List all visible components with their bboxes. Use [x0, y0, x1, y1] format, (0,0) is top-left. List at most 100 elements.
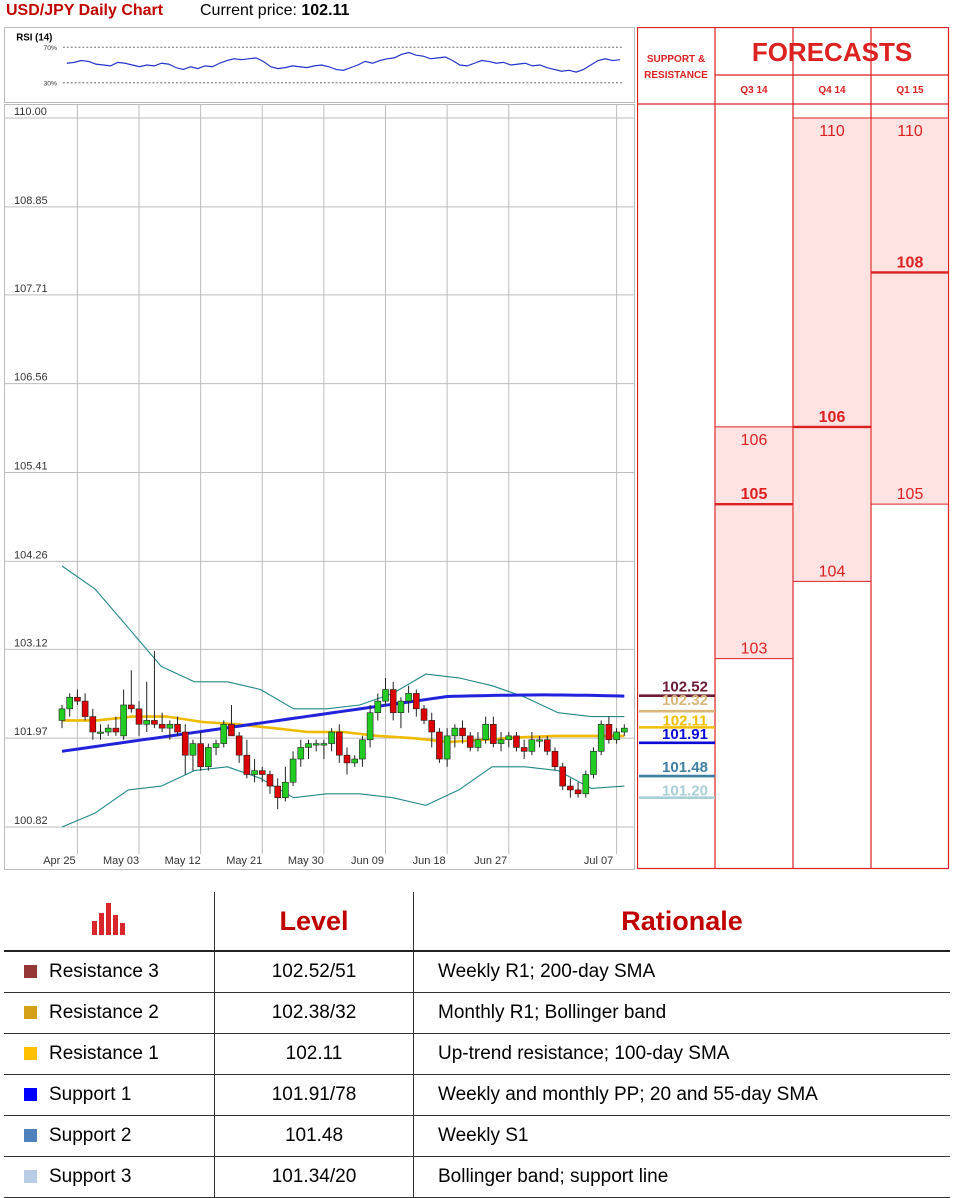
forecast-range [794, 118, 870, 582]
y-axis-tick: 108.85 [14, 195, 48, 207]
level-header: Level [214, 892, 414, 952]
forecast-low-label: 103 [741, 641, 768, 658]
candle-down [574, 789, 582, 795]
x-axis-tick: May 12 [165, 855, 201, 867]
levels-table: Level Rationale Resistance 3 102.52/51 Wee… [4, 892, 950, 1198]
bar-chart-icon-graphic [92, 902, 125, 935]
candle-down [258, 770, 266, 775]
candle-down [158, 723, 166, 729]
candle-up [374, 700, 382, 713]
forecast-range [872, 118, 948, 505]
bollinger-upper-line [61, 565, 625, 718]
candle-down [135, 708, 143, 725]
level-name: Support 3 [49, 1166, 132, 1187]
candle-up [482, 723, 489, 741]
candle-up [351, 758, 359, 764]
y-axis-tick: 105.41 [14, 461, 48, 473]
candle-down [605, 723, 613, 741]
forecast-panel: SUPPORT & RESISTANCE FORECASTS Q3 14 Q4 14 Q1… [637, 27, 950, 870]
candle-down [266, 774, 274, 787]
candle-down [559, 766, 566, 787]
candle-down [436, 731, 443, 760]
candle-down [335, 731, 343, 756]
x-axis-tick: May 21 [226, 855, 262, 867]
forecast-low-label: 105 [897, 486, 924, 503]
bar-chart-icon [4, 892, 215, 952]
level-name: Resistance 2 [49, 1002, 159, 1023]
candle-up [451, 727, 459, 737]
candle-up [166, 723, 174, 729]
y-axis-tick: 106.56 [14, 372, 48, 384]
sr-header: SUPPORT & [647, 54, 705, 65]
candle-up [297, 747, 305, 760]
sma-100-line [62, 715, 625, 744]
current-price-value: 102.11 [301, 2, 350, 19]
sr-level-label: 101.20 [662, 783, 708, 800]
candle-up [620, 727, 628, 733]
level-value: 102.11 [214, 1033, 414, 1075]
candle-up [104, 727, 112, 733]
level-name-cell: Resistance 3 [4, 951, 215, 993]
level-color-swatch [24, 1088, 37, 1101]
candle-up [212, 743, 220, 748]
candle-up [590, 751, 597, 775]
candle-up [251, 770, 258, 775]
level-name: Support 1 [49, 1084, 132, 1105]
table-header-row: Level Rationale [4, 892, 950, 952]
candle-down [174, 723, 181, 733]
candle-down [466, 735, 474, 748]
candle-up [474, 739, 482, 748]
x-axis-tick: Jun 27 [474, 855, 507, 867]
levels-table-body: Resistance 3 102.52/51 Weekly R1; 200-day … [4, 951, 950, 1198]
level-value: 102.38/32 [214, 992, 414, 1034]
chart-title: USD/JPY Daily Chart [6, 2, 164, 19]
level-color-swatch [24, 965, 37, 978]
level-name-cell: Support 3 [4, 1156, 215, 1198]
candle-up [289, 758, 297, 783]
level-name-cell: Support 2 [4, 1115, 215, 1157]
level-rationale: Weekly R1; 200-day SMA [413, 951, 950, 993]
forecast-low-label: 104 [819, 563, 846, 580]
level-name-cell: Resistance 2 [4, 992, 215, 1034]
candle-up [528, 739, 536, 752]
candle-down [459, 727, 466, 737]
level-rationale: Bollinger band; support line [413, 1156, 950, 1198]
candle-up [143, 720, 151, 725]
candle-down [551, 751, 559, 768]
candle-up [505, 735, 513, 741]
rationale-header: Rationale [413, 892, 950, 952]
level-value: 101.91/78 [214, 1074, 414, 1116]
candle-up [382, 689, 389, 702]
rsi-panel: RSI (14)70% 30% [4, 27, 635, 103]
candle-down [567, 785, 574, 791]
levels-table-wrap: Level Rationale Resistance 3 102.52/51 Wee… [4, 892, 950, 1198]
sr-level-label: 101.91 [662, 726, 708, 743]
candle-up [397, 700, 405, 713]
candle-down [74, 696, 81, 702]
candle-down [228, 723, 235, 737]
level-rationale: Monthly R1; Bollinger band [413, 992, 950, 1034]
x-axis-tick: Jul 07 [584, 855, 613, 867]
forecast-col-header: Q3 14 [740, 85, 768, 96]
candle-down [81, 700, 89, 717]
candle-up [405, 693, 412, 702]
rsi-y-tick: 30% [43, 81, 57, 88]
rsi-y-tick: 70% [43, 45, 57, 52]
forecast-range [716, 426, 792, 659]
level-name: Resistance 3 [49, 961, 159, 982]
y-axis-tick: 107.71 [14, 283, 48, 295]
candle-down [420, 708, 428, 721]
candle-up [97, 731, 104, 734]
candle-up [613, 731, 620, 741]
sr-header-line2: RESISTANCE [644, 70, 708, 81]
forecast-mid-label: 108 [897, 254, 924, 271]
candle-down [343, 754, 351, 764]
candle-up [66, 696, 74, 710]
candle-up [305, 743, 312, 748]
sr-level-label: 102.32 [662, 692, 708, 709]
level-rationale: Weekly and monthly PP; 20 and 55-day SMA [413, 1074, 950, 1116]
x-axis-tick: May 30 [288, 855, 324, 867]
x-axis-tick: Apr 25 [43, 855, 75, 867]
candle-up [205, 747, 212, 768]
price-chart-frame [4, 104, 635, 870]
